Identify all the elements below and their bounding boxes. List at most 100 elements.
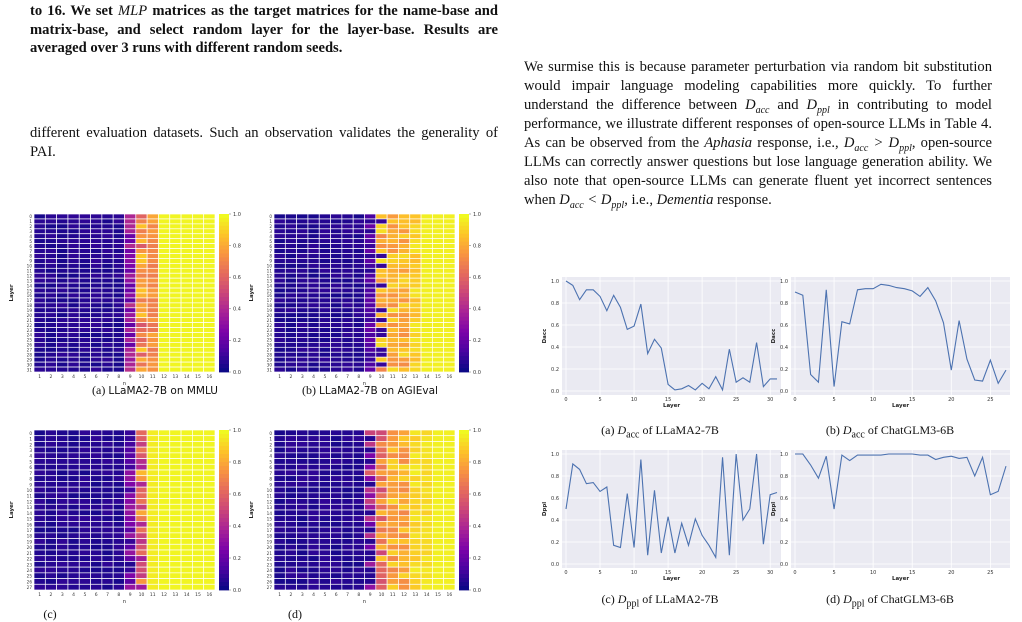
heatmap-cell xyxy=(125,347,136,352)
heatmap-cell xyxy=(387,303,398,308)
heatmap-cell xyxy=(331,487,342,493)
colorbar-segment xyxy=(219,352,229,356)
heatmap-cell xyxy=(297,293,308,298)
heatmap-cell xyxy=(308,244,319,249)
heatmap-cell xyxy=(68,313,79,318)
heatmap-cell xyxy=(376,308,387,313)
heatmap-cell xyxy=(170,493,181,499)
heatmap-cell xyxy=(365,229,376,234)
heatmap-cell xyxy=(136,293,147,298)
heatmap-cell xyxy=(158,283,169,288)
heatmap-cell xyxy=(365,464,376,470)
heatmap-cell xyxy=(91,323,102,328)
heatmap-cell xyxy=(432,527,443,533)
heatmap-cell xyxy=(181,333,192,338)
heatmap-cell xyxy=(192,362,203,367)
heatmap-cell xyxy=(147,504,158,510)
heatmap-cell xyxy=(285,567,296,573)
heatmap-cell xyxy=(34,493,45,499)
heatmap-cell xyxy=(387,249,398,254)
heatmap-cell xyxy=(102,453,113,459)
heatmap-cell xyxy=(204,550,215,556)
ytick-label: 0.6 xyxy=(551,496,559,502)
heatmap-cell xyxy=(285,288,296,293)
colorbar-segment xyxy=(219,490,229,494)
heatmap-cell xyxy=(398,493,409,499)
heatmap-cell xyxy=(297,567,308,573)
colorbar-segment xyxy=(219,586,229,590)
colorbar-segment xyxy=(459,305,469,309)
colorbar-segment xyxy=(459,490,469,494)
heatmap-cell xyxy=(113,298,124,303)
heatmap-cell xyxy=(204,504,215,510)
heatmap-cell xyxy=(331,481,342,487)
heatmap-cell xyxy=(432,288,443,293)
heatmap-cell xyxy=(125,219,136,224)
heatmap-xtick: 16 xyxy=(206,374,212,380)
heatmap-cell xyxy=(274,584,285,590)
heatmap-cell xyxy=(34,561,45,567)
heatmap-cell xyxy=(147,453,158,459)
ytick-label: 0.0 xyxy=(551,389,559,395)
heatmap-cell xyxy=(147,263,158,268)
heatmap-cell xyxy=(410,342,421,347)
heatmap-cell xyxy=(387,573,398,579)
heatmap-cell xyxy=(297,249,308,254)
heatmap-cell xyxy=(274,481,285,487)
heatmap-cell xyxy=(204,521,215,527)
heatmap-cell xyxy=(68,293,79,298)
heatmap-cell xyxy=(113,504,124,510)
heatmap-ytick: 12 xyxy=(267,499,273,504)
heatmap-cell xyxy=(274,219,285,224)
heatmap-cell xyxy=(421,561,432,567)
heatmap-cell xyxy=(331,239,342,244)
heatmap-cell xyxy=(432,347,443,352)
heatmap-cell xyxy=(387,328,398,333)
heatmap-cell xyxy=(410,303,421,308)
heatmap-cell xyxy=(91,539,102,545)
heatmap-cell xyxy=(68,219,79,224)
heatmap-cell xyxy=(398,283,409,288)
heatmap-cell xyxy=(387,493,398,499)
colorbar-segment xyxy=(459,526,469,530)
heatmap-cell xyxy=(45,516,56,522)
heatmap-cell xyxy=(204,470,215,476)
heatmap-cell xyxy=(158,323,169,328)
heatmap-cell xyxy=(91,278,102,283)
colorbar-segment xyxy=(459,309,469,313)
heatmap-cell xyxy=(181,293,192,298)
heatmap-cell xyxy=(308,464,319,470)
heatmap-cell xyxy=(444,224,455,229)
heatmap-cell xyxy=(432,567,443,573)
heatmap-cell xyxy=(398,258,409,263)
heatmap-cell xyxy=(308,550,319,556)
heatmap-cell xyxy=(297,298,308,303)
heatmap-cell xyxy=(68,273,79,278)
heatmap-cell xyxy=(432,481,443,487)
colorbar-segment xyxy=(219,550,229,554)
heatmap-cell xyxy=(342,244,353,249)
heatmap-cell xyxy=(125,430,136,436)
colorbar-segment xyxy=(219,265,229,269)
heatmap-cell xyxy=(136,268,147,273)
heatmap-cell xyxy=(147,328,158,333)
heatmap-cell xyxy=(376,544,387,550)
heatmap-cell xyxy=(308,313,319,318)
heatmap-cell xyxy=(398,464,409,470)
heatmap-cell xyxy=(204,318,215,323)
colorbar-segment xyxy=(219,518,229,522)
heatmap-cell xyxy=(432,303,443,308)
colorbar-segment xyxy=(219,446,229,450)
colorbar-segment xyxy=(459,242,469,246)
heatmap-cell xyxy=(204,337,215,342)
heatmap-cell xyxy=(421,367,432,372)
colorbar-segment xyxy=(219,344,229,348)
heatmap-cell xyxy=(444,453,455,459)
heatmap-cell xyxy=(45,499,56,505)
heatmap-cell xyxy=(102,214,113,219)
heatmap-cell xyxy=(170,224,181,229)
heatmap-cell xyxy=(181,539,192,545)
heatmap-cell xyxy=(432,362,443,367)
heatmap-cell xyxy=(147,573,158,579)
